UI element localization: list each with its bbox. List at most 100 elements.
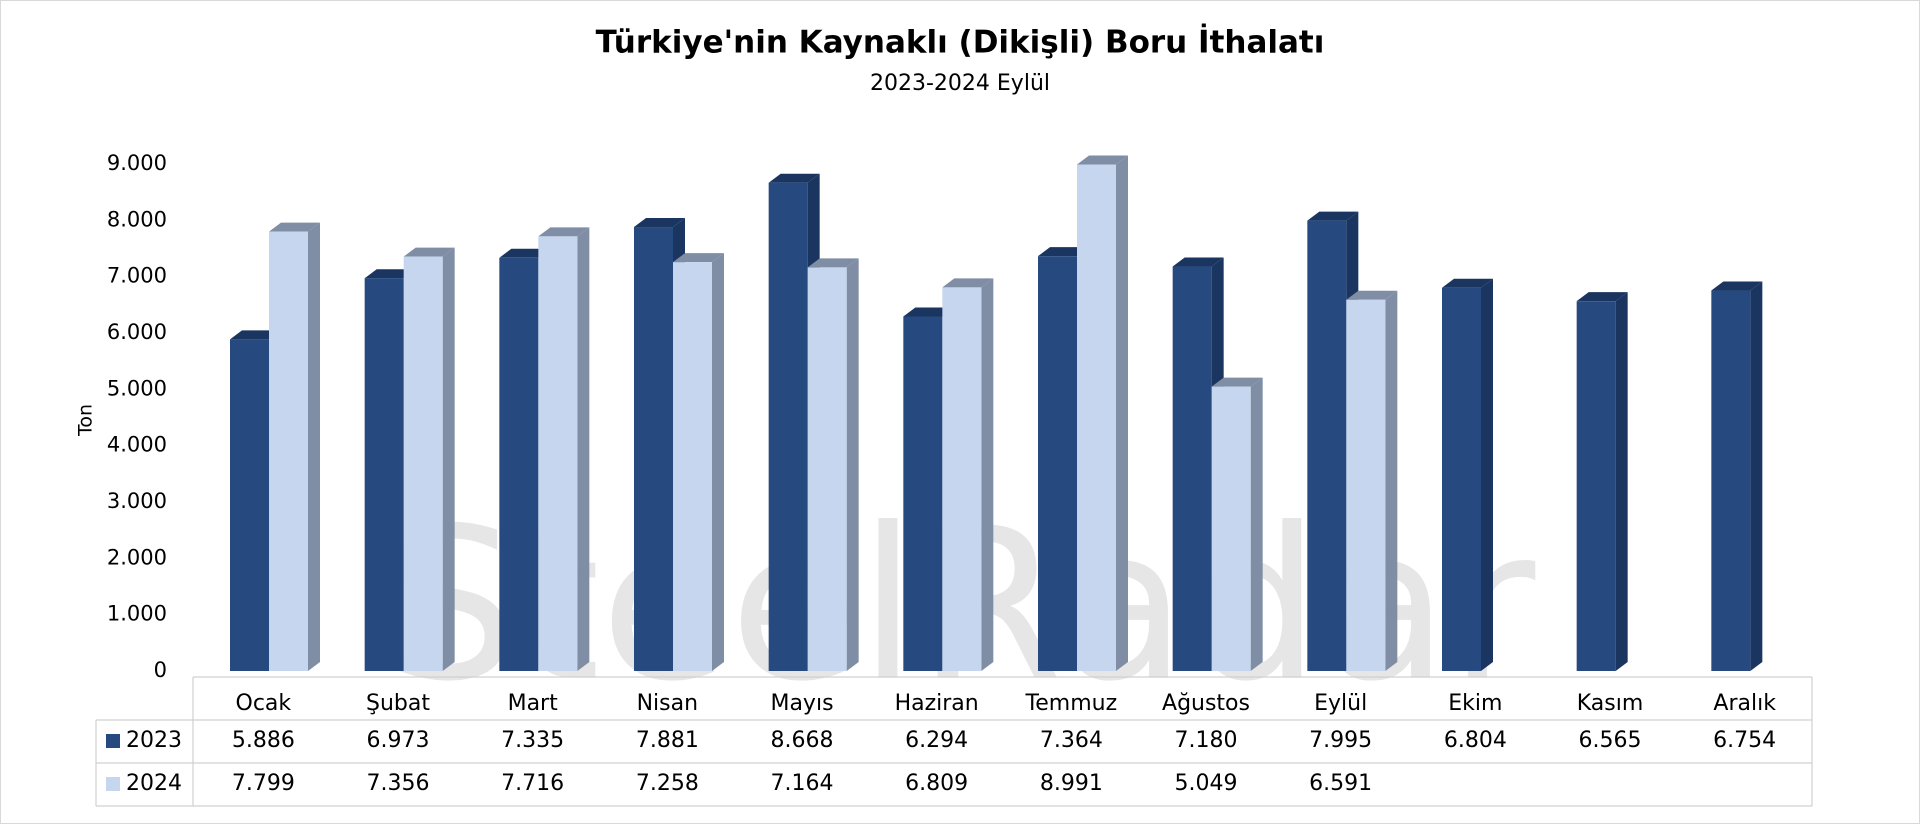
y-tick-label: 8.000 — [107, 207, 167, 231]
bar-top — [1077, 155, 1128, 165]
bar-top — [269, 222, 320, 232]
bar — [1211, 386, 1251, 671]
table-value: 7.258 — [636, 771, 699, 796]
x-tick-label: Aralık — [1713, 691, 1776, 716]
x-tick-label: Eylül — [1314, 691, 1367, 716]
bar-top — [942, 278, 994, 288]
x-tick-label: Ağustos — [1162, 691, 1250, 716]
table-value: 6.754 — [1713, 728, 1776, 753]
bar-side — [1750, 281, 1763, 671]
bar-top — [538, 227, 590, 237]
bar-top — [807, 258, 859, 268]
bar-top — [1346, 290, 1398, 300]
bar-side — [1481, 278, 1493, 671]
bar-top — [673, 253, 724, 263]
table-value: 8.668 — [771, 728, 834, 753]
x-tick-label: Kasım — [1577, 691, 1644, 716]
bar — [1307, 220, 1347, 672]
legend-swatch — [106, 734, 120, 748]
bar-side — [846, 258, 859, 671]
bar — [1172, 266, 1212, 671]
bar-side — [1615, 292, 1628, 671]
table-value: 6.591 — [1309, 771, 1372, 796]
table-value: 7.716 — [501, 771, 564, 796]
bar-top — [364, 269, 416, 279]
y-tick-label: 7.000 — [107, 264, 167, 288]
x-tick-label: Mart — [508, 691, 559, 716]
bar — [230, 339, 269, 671]
bar — [364, 278, 404, 671]
table-value: 6.809 — [905, 771, 968, 796]
x-tick-label: Ocak — [236, 691, 292, 716]
bar-top — [1442, 278, 1493, 288]
bar — [403, 256, 443, 671]
bar-side — [577, 227, 590, 671]
bar-top — [403, 247, 455, 257]
y-tick-label: 5.000 — [107, 376, 167, 400]
bar-side — [981, 278, 994, 671]
bar — [499, 257, 539, 671]
table-value: 6.973 — [367, 728, 430, 753]
bar-top — [1307, 211, 1359, 221]
y-tick-label: 9.000 — [107, 151, 167, 175]
bar — [1346, 299, 1386, 671]
bar-top — [1711, 281, 1763, 291]
legend-label: 2024 — [126, 771, 182, 796]
bar — [673, 262, 712, 671]
table-value: 5.049 — [1175, 771, 1238, 796]
bar — [807, 267, 847, 671]
bar — [634, 227, 673, 672]
bar-top — [903, 307, 955, 317]
x-tick-label: Nisan — [637, 691, 698, 716]
bar-side — [442, 247, 455, 671]
table-value: 6.804 — [1444, 728, 1507, 753]
bar — [1442, 287, 1481, 671]
x-tick-label: Mayıs — [770, 691, 833, 716]
x-tick-label: Haziran — [895, 691, 979, 716]
bar — [1077, 164, 1116, 671]
bar — [269, 231, 308, 672]
table-value: 7.180 — [1175, 728, 1238, 753]
y-tick-label: 3.000 — [107, 489, 167, 513]
x-tick-label: Şubat — [366, 691, 430, 716]
bar-side — [1250, 377, 1263, 671]
y-tick-label: 4.000 — [107, 433, 167, 457]
y-tick-label: 6.000 — [107, 320, 167, 344]
table-value: 7.356 — [367, 771, 430, 796]
table-value: 7.995 — [1309, 728, 1372, 753]
x-tick-label: Ekim — [1448, 691, 1502, 716]
data-table-lines — [95, 676, 1813, 807]
bar-side — [1116, 155, 1128, 671]
bar-top — [634, 218, 685, 228]
bar-top — [1211, 377, 1263, 387]
bar-top — [1038, 247, 1089, 257]
legend-label: 2023 — [126, 728, 182, 753]
bar — [1038, 256, 1077, 671]
table-value: 8.991 — [1040, 771, 1103, 796]
table-value: 7.164 — [771, 771, 834, 796]
chart-subtitle: 2023-2024 Eylül — [870, 71, 1050, 96]
table-value: 7.799 — [232, 771, 295, 796]
y-tick-label: 0 — [154, 658, 167, 682]
table-value: 6.565 — [1579, 728, 1642, 753]
legend-swatch — [106, 777, 120, 791]
y-tick-label: 2.000 — [107, 545, 167, 569]
table-value: 6.294 — [905, 728, 968, 753]
table-value: 7.335 — [501, 728, 564, 753]
bar-top — [768, 173, 820, 183]
bar-top — [230, 330, 281, 340]
table-value: 7.881 — [636, 728, 699, 753]
bar — [1711, 290, 1751, 671]
chart-title: Türkiye'nin Kaynaklı (Dikişli) Boru İtha… — [596, 25, 1325, 61]
y-tick-label: 1.000 — [107, 602, 167, 626]
bar-side — [712, 253, 724, 671]
bar-top — [1172, 257, 1224, 267]
bar-top — [1576, 292, 1628, 302]
bar — [1576, 301, 1616, 671]
y-axis-label: Ton — [75, 404, 97, 437]
x-tick-label: Temmuz — [1025, 691, 1118, 716]
table-value: 7.364 — [1040, 728, 1103, 753]
bar-side — [308, 222, 320, 672]
bar — [768, 182, 808, 671]
